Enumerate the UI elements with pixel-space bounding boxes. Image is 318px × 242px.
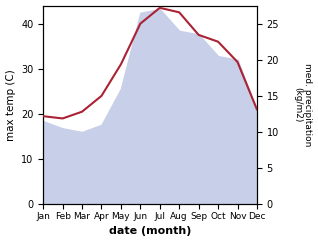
Y-axis label: max temp (C): max temp (C) (5, 69, 16, 141)
Y-axis label: med. precipitation
(kg/m2): med. precipitation (kg/m2) (293, 63, 313, 147)
X-axis label: date (month): date (month) (109, 227, 191, 236)
